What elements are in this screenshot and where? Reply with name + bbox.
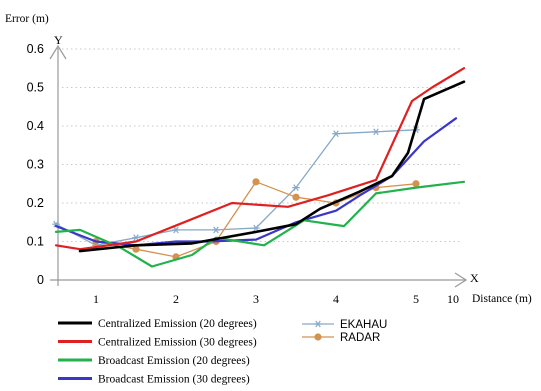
ekahau-point (212, 226, 220, 234)
legend-label: EKAHAU (340, 319, 387, 331)
x-tick-labels: 1 2 3 4 5 (93, 292, 419, 306)
series-line-4 (55, 129, 417, 246)
y-tick-label: 0.1 (27, 235, 44, 249)
ekahau-point (252, 224, 260, 232)
y-tick-labels: 0 0.1 0.2 0.3 0.4 0.5 0.6 (27, 42, 44, 287)
x-tick-label: 2 (173, 292, 179, 306)
legend: Centralized Emission (20 degrees) Central… (58, 318, 387, 386)
radar-point (132, 245, 140, 253)
ekahau-point (172, 226, 180, 234)
x-tick-label: 4 (333, 292, 339, 306)
radar-point (292, 193, 300, 201)
x-tick-label: 3 (253, 292, 259, 306)
radar-point (252, 178, 260, 186)
x-tick-label: 1 (93, 292, 99, 306)
legend-label: Broadcast Emission (30 degrees) (98, 374, 250, 386)
x-axis-arrowhead (454, 272, 468, 288)
y-tick-label: 0.6 (27, 42, 44, 56)
legend-label: Broadcast Emission (20 degrees) (98, 355, 250, 367)
ekahau-point (332, 130, 340, 138)
y-tick-label: 0.4 (27, 119, 44, 133)
legend-marker (314, 320, 322, 328)
x-axis-letter: X (470, 271, 479, 285)
ekahau-point (132, 234, 140, 242)
y-tick-label: 0.3 (27, 158, 44, 172)
x-axis-title: Distance (m) (472, 293, 532, 305)
series-line-0 (78, 80, 466, 253)
y-tick-label: 0.2 (27, 196, 44, 210)
legend-label: Centralized Emission (20 degrees) (98, 318, 257, 330)
ekahau-point (372, 128, 380, 136)
y-tick-label: 0 (37, 273, 44, 287)
legend-marker (314, 333, 322, 341)
x-axis-end-label: 10 (447, 292, 459, 306)
legend-label: Centralized Emission (30 degrees) (98, 337, 257, 349)
y-axis-letter: Y (54, 33, 63, 47)
series-line-1 (54, 67, 466, 251)
gridlines (62, 48, 462, 242)
data-series (52, 67, 466, 268)
radar-point (412, 180, 420, 188)
legend-label: RADAR (340, 332, 380, 344)
y-tick-label: 0.5 (27, 81, 44, 95)
ekahau-point (292, 184, 300, 191)
x-tick-label: 5 (413, 292, 419, 306)
y-axis-arrowhead (49, 44, 67, 60)
y-axis-title: Error (m) (5, 13, 49, 25)
